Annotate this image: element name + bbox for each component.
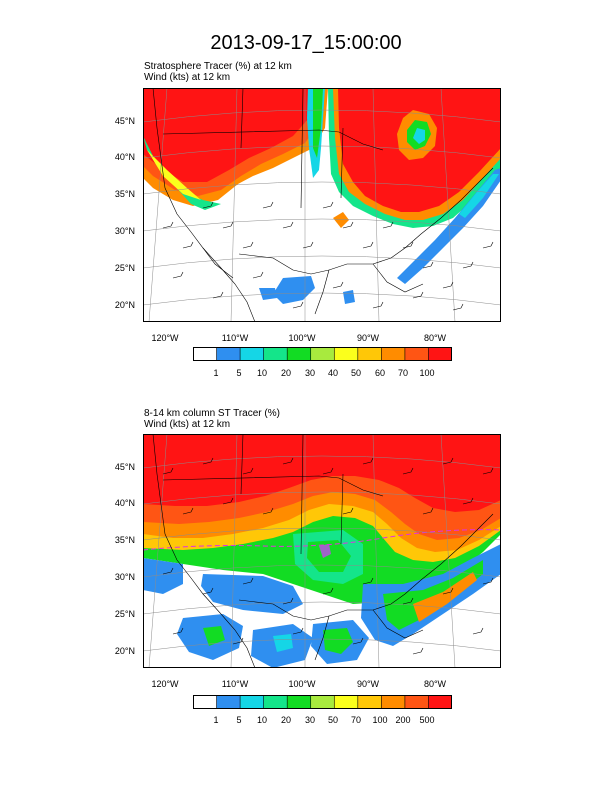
panel2-colorbar-label: 1	[213, 715, 219, 725]
colorbar-swatch	[334, 347, 359, 361]
colorbar-swatch	[263, 695, 288, 709]
panel1-colorbar-label: 100	[419, 368, 435, 378]
colorbar-border	[193, 347, 452, 361]
panel1-title-line2: Wind (kts) at 12 km	[144, 72, 231, 83]
panel2-lat-label: 30°N	[114, 572, 135, 582]
panel1-lat-label: 25°N	[114, 263, 135, 273]
panel2-lon-label: 100°W	[288, 679, 316, 689]
colorbar-swatch	[357, 695, 382, 709]
panel1-colorbar-label: 30	[304, 368, 315, 378]
panel1-lon-label: 100°W	[288, 333, 316, 343]
panel1-lat-label: 30°N	[114, 226, 135, 236]
panel2-colorbar-label: 10	[256, 715, 267, 725]
colorbar-swatch	[404, 695, 429, 709]
panel2-lat-label: 35°N	[114, 535, 135, 545]
panel2-title-line1: 8-14 km column ST Tracer (%)	[144, 408, 280, 419]
panel1-colorbar-label: 20	[280, 368, 291, 378]
panel2-lon-label: 90°W	[356, 679, 380, 689]
panel1-colorbar-label: 10	[256, 368, 267, 378]
colorbar-swatch	[263, 347, 288, 361]
panel1-title-line1: Stratosphere Tracer (%) at 12 km	[144, 61, 292, 72]
panel2-colorbar	[193, 695, 452, 709]
colorbar-swatch	[193, 695, 217, 709]
colorbar-swatch	[310, 695, 335, 709]
panel1-lon-label: 90°W	[356, 333, 380, 343]
panel2-lon-label: 80°W	[423, 679, 447, 689]
panel2-title-line2: Wind (kts) at 12 km	[144, 419, 231, 430]
panel2-colorbar-label: 100	[372, 715, 388, 725]
panel1-colorbar-label: 1	[213, 368, 219, 378]
panel1-lat-label: 40°N	[114, 152, 135, 162]
panel2-lat-label: 45°N	[114, 462, 135, 472]
panel2-lon-label: 110°W	[221, 679, 249, 689]
colorbar-swatch	[428, 347, 452, 361]
panel2-lat-label: 20°N	[114, 646, 135, 656]
figure-title: 2013-09-17_15:00:00	[210, 32, 402, 54]
colorbar-swatch	[240, 695, 264, 709]
panel2-colorbar-label: 30	[304, 715, 315, 725]
panel1-lon-label: 120°W	[151, 333, 179, 343]
colorbar-swatch	[404, 347, 429, 361]
panel1-map	[143, 88, 501, 322]
colorbar-swatch	[287, 347, 312, 361]
panel1-colorbar-label: 50	[350, 368, 361, 378]
panel1-colorbar-label: 40	[327, 368, 338, 378]
colorbar-swatch	[428, 695, 452, 709]
panel1-colorbar-label: 5	[236, 368, 242, 378]
panel2-colorbar-label: 70	[350, 715, 361, 725]
panel1-lon-label: 110°W	[221, 333, 249, 343]
colorbar-swatch	[216, 695, 241, 709]
colorbar-swatch	[193, 347, 217, 361]
panel1-colorbar-label: 70	[397, 368, 408, 378]
colorbar-swatch	[381, 347, 406, 361]
colorbar-swatch	[381, 695, 406, 709]
colorbar-border	[193, 695, 452, 709]
colorbar-swatch	[357, 347, 382, 361]
panel1-colorbar	[193, 347, 452, 361]
panel2-colorbar-label: 5	[236, 715, 242, 725]
panel2-colorbar-label: 50	[327, 715, 338, 725]
colorbar-swatch	[310, 347, 335, 361]
panel2-colorbar-label: 20	[280, 715, 291, 725]
panel2-colorbar-label: 500	[419, 715, 435, 725]
panel2-lat-label: 40°N	[114, 498, 135, 508]
colorbar-swatch	[334, 695, 359, 709]
panel2-lat-label: 25°N	[114, 609, 135, 619]
panel1-lat-label: 45°N	[114, 116, 135, 126]
colorbar-swatch	[287, 695, 312, 709]
panel1-lat-label: 35°N	[114, 189, 135, 199]
panel2-map	[143, 434, 501, 668]
panel1-lon-label: 80°W	[423, 333, 447, 343]
panel2-lon-label: 120°W	[151, 679, 179, 689]
panel1-colorbar-label: 60	[374, 368, 385, 378]
panel1-lat-label: 20°N	[114, 300, 135, 310]
colorbar-swatch	[216, 347, 241, 361]
panel2-colorbar-label: 200	[395, 715, 411, 725]
colorbar-swatch	[240, 347, 264, 361]
